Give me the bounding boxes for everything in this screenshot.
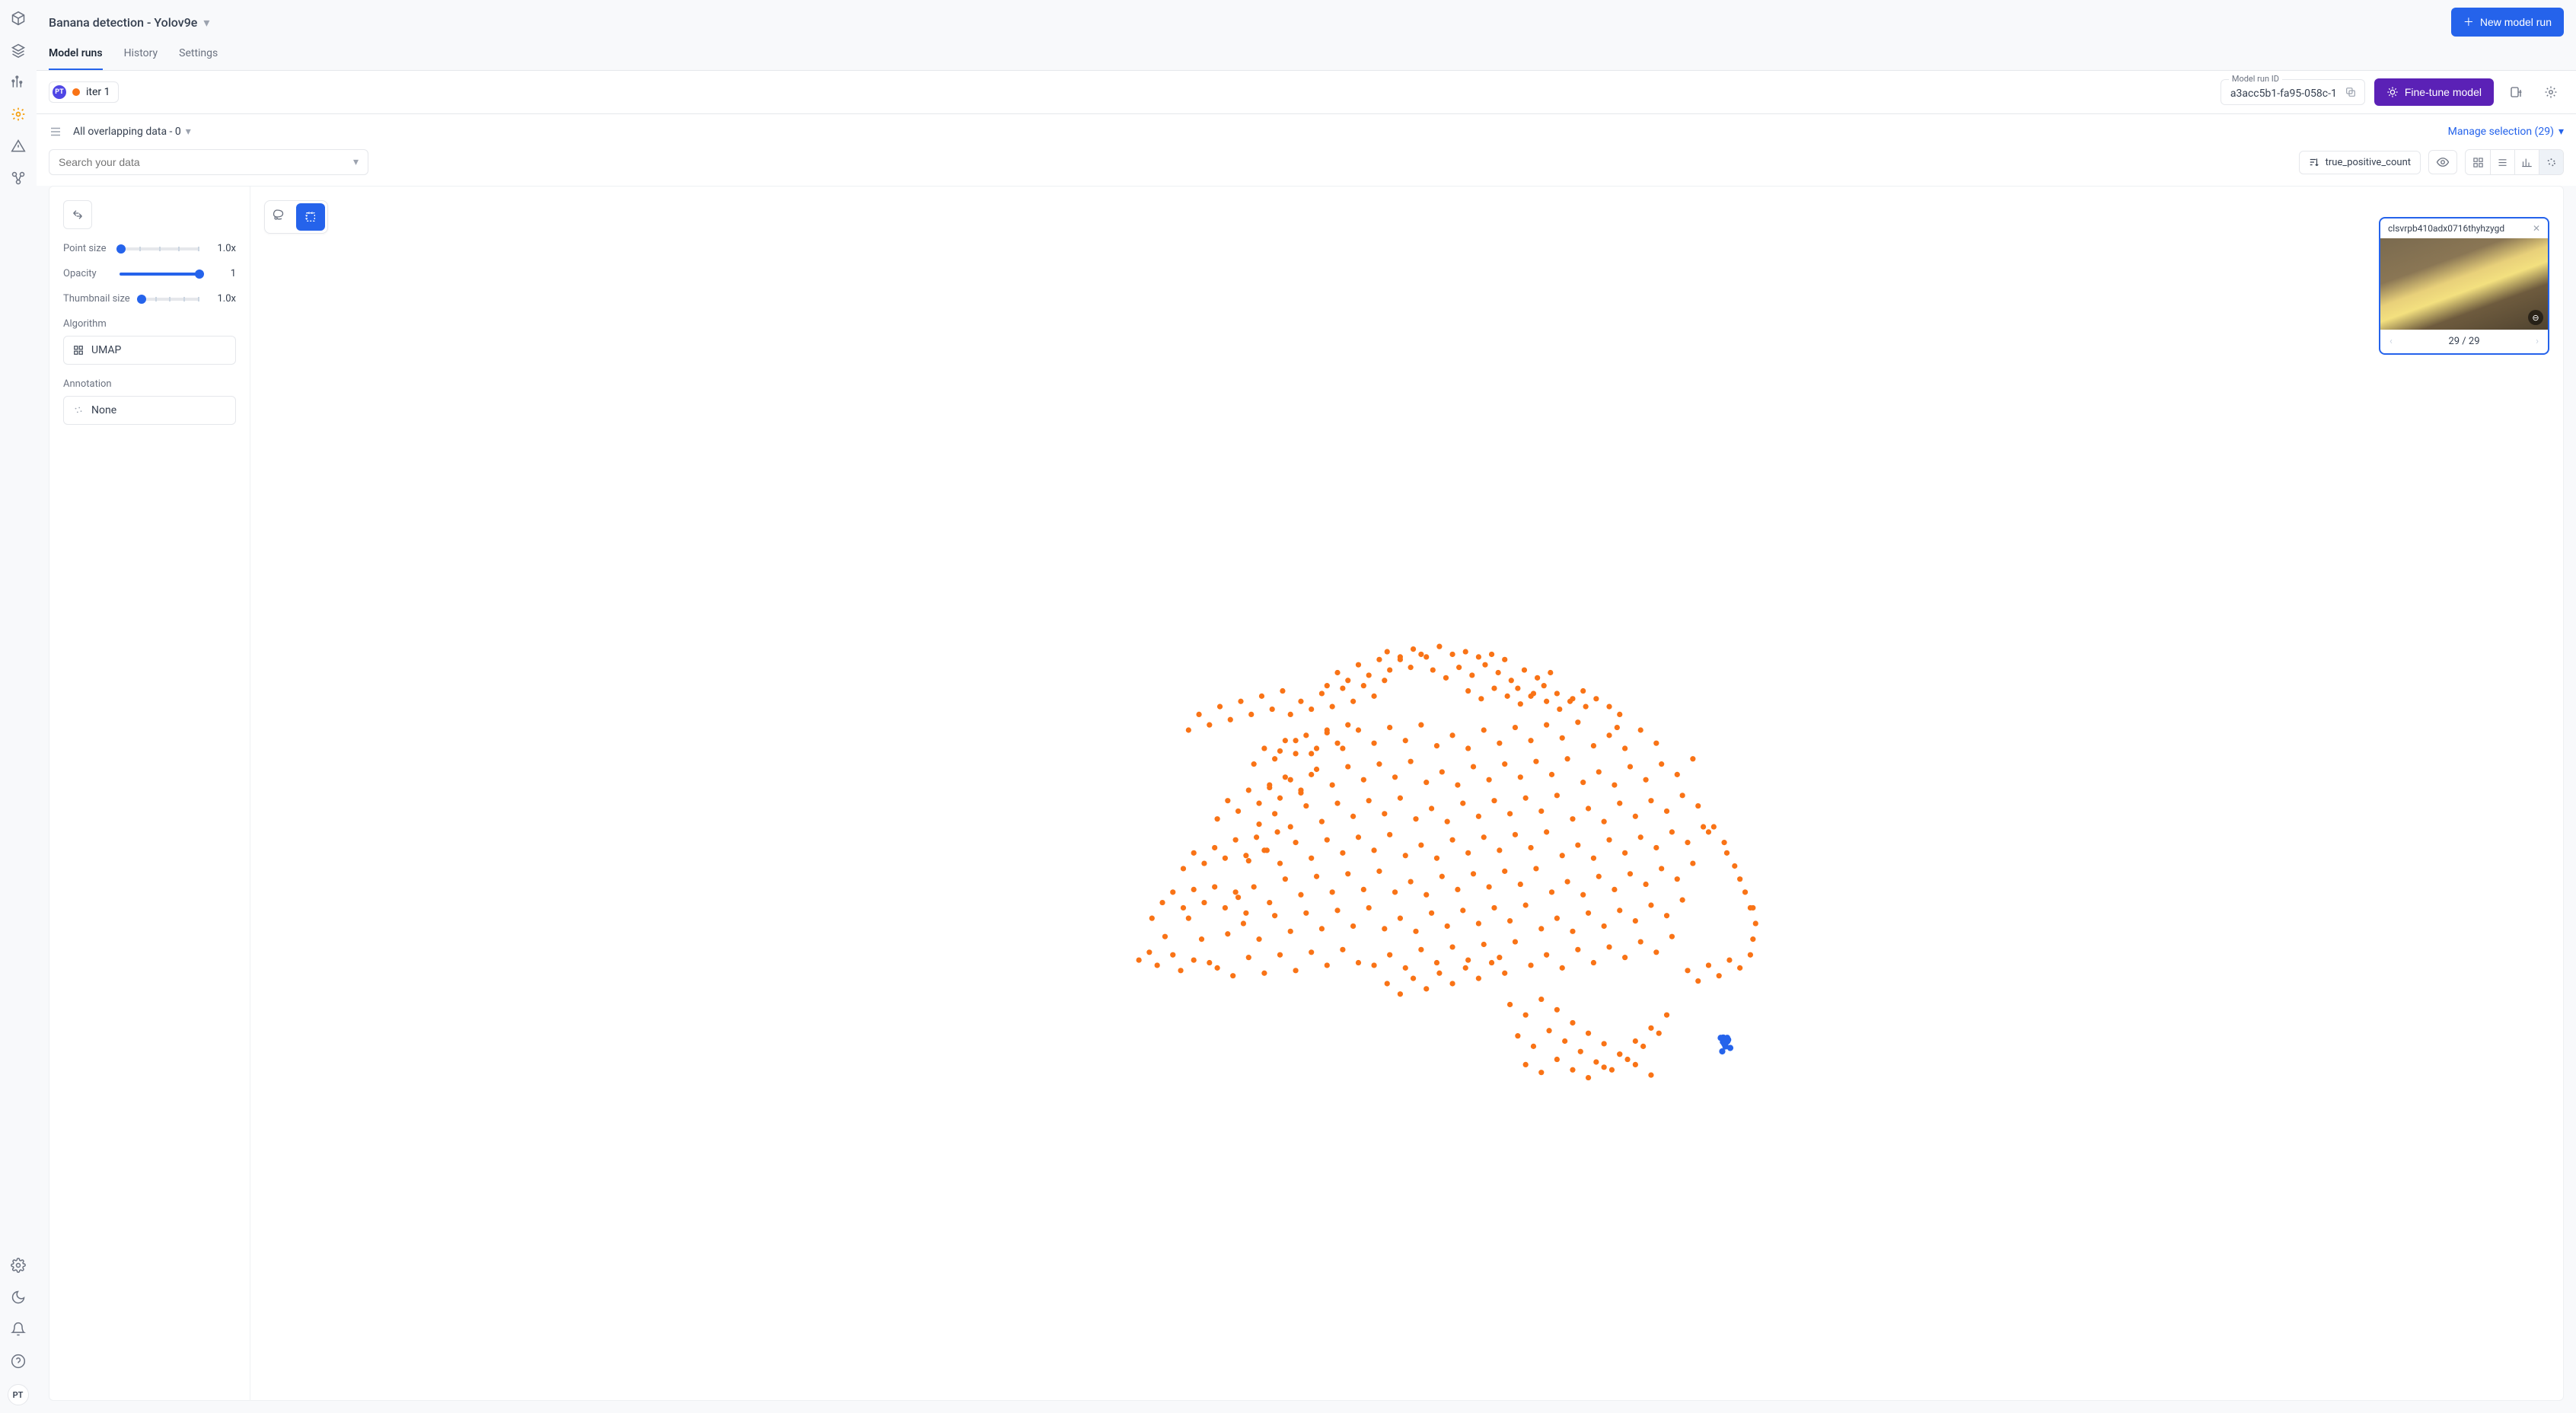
tab-settings[interactable]: Settings xyxy=(179,47,218,70)
point-size-value: 1.0x xyxy=(210,243,236,254)
preview-card: clsvrpb410adx0716thyhzygd ✕ ⊖ ‹ 29 / 29 … xyxy=(2379,217,2549,355)
nav-nodes-icon[interactable] xyxy=(9,169,27,187)
chevron-down-icon: ▾ xyxy=(186,126,191,138)
annotation-label: Annotation xyxy=(63,378,236,390)
close-icon[interactable]: ✕ xyxy=(2533,223,2540,234)
project-title-text: Banana detection - Yolov9e xyxy=(49,15,197,30)
nav-graph-icon[interactable] xyxy=(9,73,27,91)
run-id-label: Model run ID xyxy=(2229,74,2282,84)
algorithm-label: Algorithm xyxy=(63,318,236,330)
view-mode-group xyxy=(2465,149,2564,175)
chevron-down-icon: ▾ xyxy=(353,156,359,168)
left-nav-rail: PT xyxy=(0,0,37,1413)
sort-chip[interactable]: true_positive_count xyxy=(2299,151,2421,174)
manage-selection-label: Manage selection (29) xyxy=(2448,126,2554,138)
preview-id: clsvrpb410adx0716thyhzygd xyxy=(2388,223,2504,234)
point-size-label: Point size xyxy=(63,243,109,254)
project-title[interactable]: Banana detection - Yolov9e ▾ xyxy=(49,15,209,30)
nav-moon-icon[interactable] xyxy=(9,1288,27,1306)
view-chart-button[interactable] xyxy=(2514,150,2539,174)
status-dot-icon xyxy=(72,88,80,96)
iteration-label: iter 1 xyxy=(86,86,110,98)
next-arrow[interactable]: › xyxy=(2533,333,2542,350)
iteration-chip[interactable]: PT iter 1 xyxy=(49,81,119,103)
collapse-panel-button[interactable] xyxy=(63,200,92,229)
tab-model-runs[interactable]: Model runs xyxy=(49,47,103,70)
overlap-selector[interactable]: All overlapping data - 0 ▾ xyxy=(73,126,191,138)
annotation-select[interactable]: None xyxy=(63,396,236,425)
sort-icon xyxy=(2309,157,2319,167)
grid-icon xyxy=(73,345,84,356)
nav-alert-icon[interactable] xyxy=(9,137,27,155)
manage-selection-link[interactable]: Manage selection (29) ▾ xyxy=(2448,126,2564,138)
zoom-out-icon[interactable]: ⊖ xyxy=(2528,310,2543,325)
visibility-toggle[interactable] xyxy=(2428,150,2457,174)
nav-settings-icon[interactable] xyxy=(9,1256,27,1274)
view-scatter-button[interactable] xyxy=(2539,150,2563,174)
main-tabs: Model runs History Settings xyxy=(37,37,2576,71)
run-id-field: Model run ID a3acc5b1-fa95-058c-1 xyxy=(2221,79,2365,105)
opacity-label: Opacity xyxy=(63,268,109,279)
chevron-down-icon: ▾ xyxy=(203,15,209,30)
algorithm-select[interactable]: UMAP xyxy=(63,336,236,365)
prev-arrow[interactable]: ‹ xyxy=(2386,333,2396,350)
nav-help-icon[interactable] xyxy=(9,1352,27,1370)
scatter-plot[interactable] xyxy=(250,187,2563,1284)
user-badge: PT xyxy=(53,85,66,99)
scatter-area[interactable]: clsvrpb410adx0716thyhzygd ✕ ⊖ ‹ 29 / 29 … xyxy=(250,187,2563,1400)
new-model-run-label: New model run xyxy=(2480,16,2552,28)
sort-label: true_positive_count xyxy=(2326,157,2411,168)
thumb-size-slider[interactable] xyxy=(141,298,199,301)
nav-bell-icon[interactable] xyxy=(9,1320,27,1338)
opacity-value: 1 xyxy=(210,268,236,279)
chevron-down-icon: ▾ xyxy=(2558,126,2564,138)
viz-controls-panel: Point size 1.0x Opacity 1 xyxy=(49,187,250,1400)
annotation-value: None xyxy=(91,404,116,416)
preview-thumbnail[interactable]: ⊖ xyxy=(2380,238,2548,330)
settings-icon[interactable] xyxy=(2538,79,2564,105)
run-id-value: a3acc5b1-fa95-058c-1 xyxy=(2230,88,2337,100)
new-model-run-button[interactable]: ＋ New model run xyxy=(2451,8,2564,37)
thumb-size-value: 1.0x xyxy=(210,293,236,305)
tab-history[interactable]: History xyxy=(124,47,158,70)
fine-tune-button[interactable]: Fine-tune model xyxy=(2374,78,2494,106)
nav-layers-icon[interactable] xyxy=(9,41,27,59)
plus-icon: ＋ xyxy=(2463,14,2474,30)
algorithm-value: UMAP xyxy=(91,344,121,356)
view-grid-button[interactable] xyxy=(2466,150,2490,174)
nav-model-icon[interactable] xyxy=(9,105,27,123)
fine-tune-label: Fine-tune model xyxy=(2405,86,2482,98)
preview-pager: 29 / 29 xyxy=(2448,336,2479,347)
thumb-size-label: Thumbnail size xyxy=(63,293,130,305)
opacity-slider[interactable] xyxy=(120,273,199,276)
export-icon[interactable] xyxy=(2503,79,2529,105)
copy-icon[interactable] xyxy=(2345,86,2357,98)
nav-cube-icon[interactable] xyxy=(9,9,27,27)
point-size-slider[interactable] xyxy=(120,247,199,250)
view-list-button[interactable] xyxy=(2490,150,2514,174)
search-input-wrap[interactable]: ▾ xyxy=(49,149,368,175)
scatter-mini-icon xyxy=(73,405,84,416)
overlap-label: All overlapping data - 0 xyxy=(73,126,181,138)
search-input[interactable] xyxy=(59,156,353,168)
sparkle-icon xyxy=(2386,86,2399,98)
user-avatar[interactable]: PT xyxy=(8,1384,29,1405)
menu-icon[interactable] xyxy=(49,125,62,139)
